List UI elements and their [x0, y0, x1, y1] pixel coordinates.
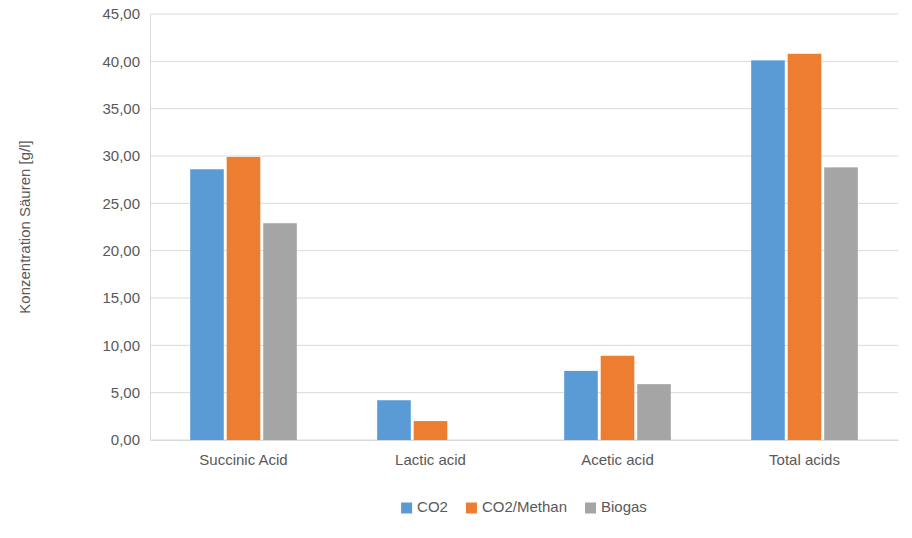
- grid-line: [150, 345, 898, 346]
- y-tick: 15,00: [102, 289, 150, 306]
- grid-line: [150, 61, 898, 62]
- bar: [450, 440, 484, 441]
- bar: [637, 384, 671, 440]
- legend-swatch: [466, 503, 477, 514]
- y-tick-label: 30,00: [102, 147, 140, 164]
- grid-line: [150, 440, 898, 441]
- y-tick-label: 40,00: [102, 53, 140, 70]
- x-tick-label: Total acids: [769, 451, 840, 468]
- legend: CO2 CO2/Methan Biogas: [401, 498, 647, 515]
- series: [227, 54, 822, 440]
- bar: [564, 371, 598, 440]
- y-tick-label: 5,00: [111, 384, 140, 401]
- legend-swatch: [585, 503, 596, 514]
- bar: [601, 356, 635, 440]
- y-tick-label: 20,00: [102, 242, 140, 259]
- x-tick-label: Acetic acid: [581, 451, 654, 468]
- bar: [414, 421, 448, 440]
- bar: [751, 60, 785, 440]
- y-tick: 45,00: [102, 5, 150, 22]
- y-tick: 35,00: [102, 100, 150, 117]
- bar: [824, 167, 858, 440]
- y-tick: 0,00: [111, 431, 150, 448]
- bar: [788, 54, 822, 440]
- x-tick: Total acids: [769, 440, 840, 468]
- x-tick: Lactic acid: [395, 440, 466, 468]
- bar: [190, 169, 224, 440]
- plot: 0,00 5,00 10,00 15,00 20,00 25,00 30,00 35,00 40…: [102, 5, 898, 467]
- grid-line: [150, 156, 898, 157]
- bars: [190, 54, 858, 440]
- legend-label: CO2/Methan: [482, 498, 567, 515]
- y-tick-label: 10,00: [102, 337, 140, 354]
- legend-item: CO2/Methan: [466, 498, 567, 515]
- y-axis-title: Konzentration Säuren [g/l]: [16, 140, 33, 313]
- y-tick: 20,00: [102, 242, 150, 259]
- x-axis: Succinic Acid Lactic acid Acetic acid Total…: [151, 440, 899, 468]
- y-axis-line: [150, 15, 151, 441]
- y-tick: 30,00: [102, 147, 150, 164]
- y-tick-label: 15,00: [102, 289, 140, 306]
- grid-line: [150, 250, 898, 251]
- grid: [150, 14, 898, 440]
- legend-item: Biogas: [585, 498, 647, 515]
- grid-line: [150, 14, 898, 15]
- y-tick-label: 0,00: [111, 431, 140, 448]
- series: [190, 60, 785, 440]
- y-tick: 25,00: [102, 195, 150, 212]
- x-tick-label: Succinic Acid: [199, 451, 287, 468]
- chart: 0,00 5,00 10,00 15,00 20,00 25,00 30,00 35,00 40…: [0, 0, 912, 538]
- x-tick: Acetic acid: [581, 440, 654, 468]
- y-axis: 0,00 5,00 10,00 15,00 20,00 25,00 30,00 35,00 40…: [102, 5, 150, 448]
- bar: [377, 400, 411, 440]
- legend-label: Biogas: [601, 498, 647, 515]
- y-tick: 5,00: [111, 384, 150, 401]
- grid-line: [150, 298, 898, 299]
- y-tick-label: 35,00: [102, 100, 140, 117]
- legend-swatch: [401, 503, 412, 514]
- bar: [263, 223, 297, 440]
- y-tick: 10,00: [102, 337, 150, 354]
- grid-line: [150, 392, 898, 393]
- series: [263, 167, 858, 440]
- grid-line: [150, 108, 898, 109]
- grid-line: [150, 203, 898, 204]
- y-tick-label: 25,00: [102, 195, 140, 212]
- x-axis-line: [151, 440, 899, 441]
- x-tick: Succinic Acid: [199, 440, 287, 468]
- y-tick: 40,00: [102, 53, 150, 70]
- bar: [227, 157, 261, 440]
- y-tick-label: 45,00: [102, 5, 140, 22]
- legend-label: CO2: [417, 498, 448, 515]
- x-tick-label: Lactic acid: [395, 451, 466, 468]
- legend-item: CO2: [401, 498, 448, 515]
